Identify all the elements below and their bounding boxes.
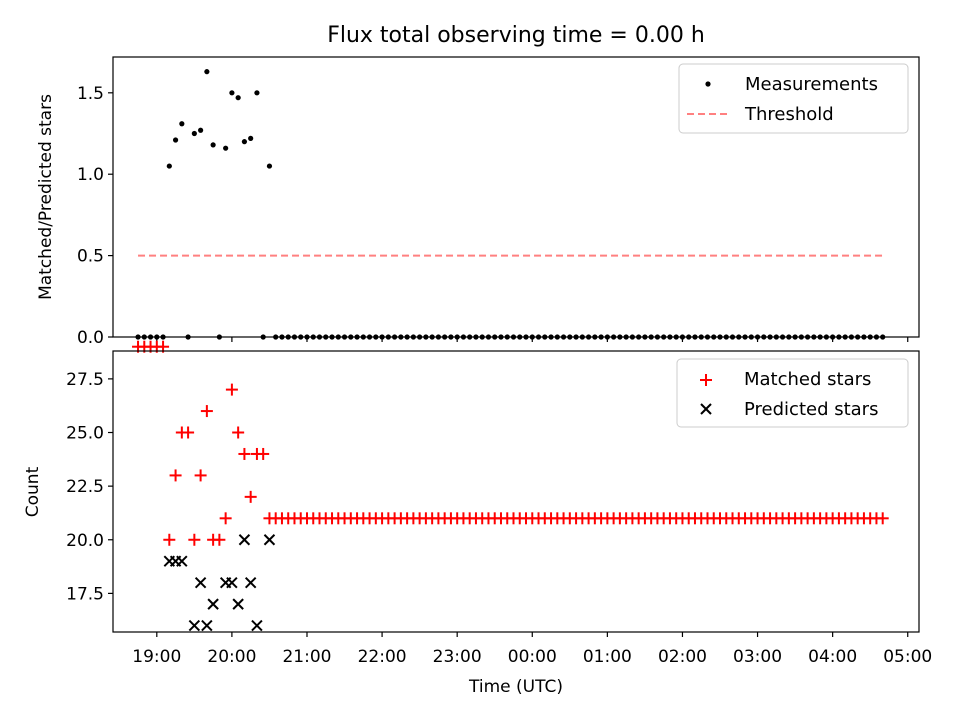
measurement-point [204, 69, 210, 75]
predicted-star-point [176, 555, 188, 567]
matched-star-point [225, 383, 238, 396]
bottom-y-tick-label: 20.0 [66, 531, 104, 551]
bottom-x-tick-label: 05:00 [883, 647, 932, 667]
measurement-point [166, 163, 172, 169]
top-y-tick-label: 0.5 [77, 247, 104, 267]
legend-predicted-marker [700, 403, 712, 415]
bottom-marks [132, 340, 889, 632]
top-marks [135, 69, 886, 340]
bottom-y-tick-label: 27.5 [66, 370, 104, 390]
predicted-star-point [194, 576, 207, 589]
bottom-x-tick-label: 04:00 [808, 647, 857, 667]
top-legend: Measurements Threshold [678, 63, 909, 134]
matched-star-point [876, 512, 889, 525]
measurement-point [266, 163, 273, 169]
bottom-x-ticks: 19:00 20:00 21:00 22:00 23:00 00:00 01:00 02:00… [132, 632, 932, 667]
matched-star-point [244, 490, 257, 503]
measurement-point [254, 90, 260, 96]
measurement-point [229, 90, 235, 96]
matched-star-point [200, 405, 213, 418]
matched-star-point [232, 426, 245, 439]
bottom-y-tick-label: 17.5 [66, 584, 104, 604]
predicted-star-point [244, 576, 257, 589]
legend-threshold-label: Threshold [744, 104, 834, 125]
predicted-star-point [263, 534, 276, 546]
bottom-y-ticks: 17.5 20.0 22.5 25.0 27.5 [66, 370, 113, 604]
predicted-star-point [201, 619, 213, 632]
matched-star-point [169, 469, 182, 482]
bottom-legend: Matched stars Predicted stars [676, 358, 909, 428]
bottom-legend-box [676, 358, 909, 428]
top-legend-box [678, 63, 909, 134]
top-axes-frame [112, 56, 920, 338]
top-x-ticks [156, 337, 909, 342]
bottom-y-tick-label: 25.0 [66, 424, 104, 444]
measurement-point [172, 137, 179, 143]
matched-star-point [188, 533, 201, 546]
matched-star-point [213, 533, 226, 546]
measurement-point [241, 139, 248, 145]
top-y-tick-label: 0.0 [77, 328, 104, 348]
top-y-axis-label: Matched/Predicted stars [36, 94, 56, 300]
measurement-point [235, 95, 241, 101]
bottom-y-axis-label: Count [23, 466, 43, 517]
matched-star-point [219, 512, 232, 525]
matched-star-point [238, 447, 251, 460]
matched-star-point [163, 533, 176, 546]
bottom-axes-frame [112, 350, 920, 633]
matched-star-point [182, 426, 195, 439]
bottom-panel: 17.5 20.0 22.5 25.0 27.5 19:00 20:00 21:00 22:0… [23, 340, 932, 697]
legend-matched-marker [700, 374, 712, 386]
predicted-star-point [232, 598, 244, 610]
legend-measurements-label: Measurements [745, 74, 878, 95]
measurement-point [179, 121, 185, 127]
top-y-tick-label: 1.0 [77, 165, 104, 185]
chart-title: Flux total observing time = 0.00 h [327, 23, 705, 48]
top-panel: 0.0 0.5 1.0 1.5 Matched/Predicted stars Mea… [36, 56, 920, 348]
predicted-star-point [251, 619, 263, 632]
measurement-point [191, 130, 197, 137]
bottom-y-tick-label: 22.5 [66, 477, 104, 497]
bottom-x-tick-label: 21:00 [282, 647, 331, 667]
bottom-x-tick-label: 00:00 [508, 647, 557, 667]
measurement-point [198, 127, 204, 133]
bottom-x-tick-label: 20:00 [207, 647, 256, 667]
matched-star-point [257, 447, 270, 460]
matched-star-point [194, 469, 207, 482]
legend-predicted-label: Predicted stars [744, 399, 878, 420]
bottom-x-tick-label: 03:00 [733, 647, 782, 667]
legend-measurements-marker [705, 81, 711, 87]
bottom-x-tick-label: 19:00 [132, 647, 181, 667]
predicted-star-point [226, 576, 238, 589]
predicted-star-point [207, 598, 219, 610]
predicted-star-point [238, 534, 251, 546]
measurement-point [223, 145, 229, 151]
top-y-tick-label: 1.5 [77, 84, 104, 104]
top-y-ticks: 0.0 0.5 1.0 1.5 [77, 84, 113, 348]
predicted-star-point [188, 619, 201, 632]
bottom-x-tick-label: 02:00 [658, 647, 707, 667]
bottom-x-tick-label: 01:00 [583, 647, 632, 667]
measurement-point [210, 142, 216, 148]
legend-matched-label: Matched stars [744, 369, 871, 390]
measurement-point [248, 135, 254, 141]
bottom-x-tick-label: 23:00 [433, 647, 482, 667]
bottom-x-tick-label: 22:00 [358, 647, 407, 667]
x-axis-label: Time (UTC) [468, 677, 563, 697]
